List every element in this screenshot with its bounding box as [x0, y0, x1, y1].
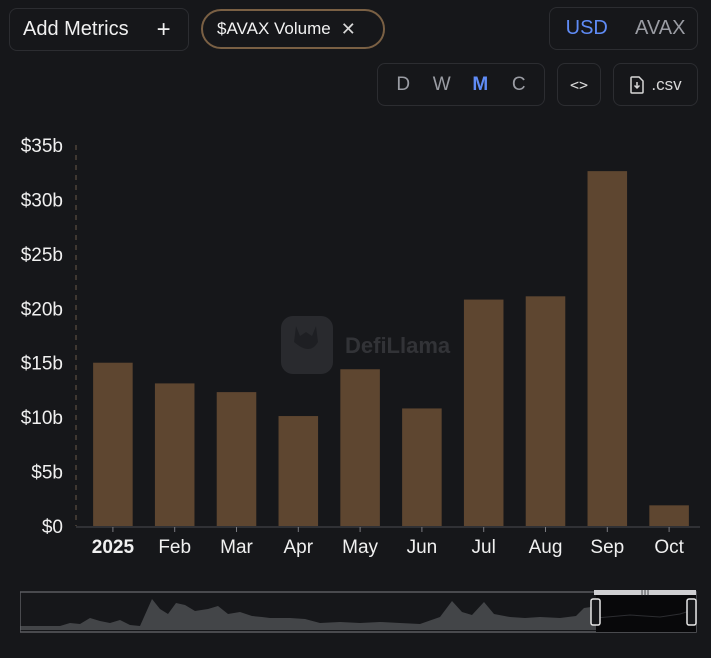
bar-may[interactable] [340, 369, 380, 526]
download-icon [630, 75, 645, 94]
svg-text:|||: ||| [640, 590, 649, 597]
watermark-text: DefiLlama [345, 333, 451, 358]
embed-button[interactable]: <> [557, 63, 601, 106]
x-tick-label: May [342, 537, 378, 558]
close-icon[interactable]: ✕ [340, 18, 356, 39]
brush-handle-left[interactable] [590, 598, 601, 626]
y-tick-label: $35b [21, 136, 63, 157]
x-tick-label: 2025 [92, 537, 135, 558]
y-tick-label: $20b [21, 299, 63, 320]
add-metrics-label: Add Metrics [23, 18, 129, 40]
x-tick-label: Mar [220, 537, 253, 558]
interval-option-cumulative[interactable]: C [511, 73, 526, 95]
x-tick-label: Aug [529, 537, 563, 558]
x-tick-label: Oct [654, 537, 684, 558]
currency-option-avax[interactable]: AVAX [635, 17, 686, 39]
y-tick-label: $0 [42, 517, 63, 538]
brush-grip[interactable] [594, 590, 696, 595]
metric-chip-avax-volume[interactable]: $AVAX Volume ✕ [201, 9, 385, 49]
interval-toggle: D W M C [377, 63, 545, 106]
metric-chip-label: $AVAX Volume [217, 19, 331, 38]
x-tick-label: Sep [590, 537, 624, 558]
plus-icon: + [156, 15, 171, 43]
add-metrics-button[interactable]: Add Metrics + [9, 8, 189, 51]
brush-sparkline [20, 599, 598, 630]
bar-apr[interactable] [278, 416, 319, 526]
y-tick-label: $25b [21, 245, 63, 266]
csv-label: .csv [651, 74, 682, 94]
currency-option-usd[interactable]: USD [565, 17, 608, 39]
bar-oct[interactable] [649, 505, 689, 526]
y-tick-label: $10b [21, 408, 63, 429]
bar-sep[interactable] [587, 171, 628, 526]
y-tick-label: $30b [21, 190, 63, 211]
bar-mar[interactable] [216, 392, 257, 526]
x-tick-label: Jul [472, 537, 496, 558]
bar-feb[interactable] [154, 383, 195, 526]
currency-toggle: USD AVAX [549, 7, 698, 50]
bar-jul[interactable] [463, 299, 504, 526]
csv-download-button[interactable]: .csv [613, 63, 698, 106]
y-tick-label: $5b [31, 463, 63, 484]
bar-aug[interactable] [525, 296, 566, 526]
x-tick-label: Feb [158, 537, 191, 558]
time-range-brush[interactable]: ||| [20, 590, 698, 634]
brush-selection[interactable] [596, 592, 696, 632]
interval-option-weekly[interactable]: W [432, 73, 451, 95]
interval-option-daily[interactable]: D [396, 73, 411, 95]
defillama-watermark: DefiLlama [281, 316, 451, 374]
code-icon: <> [569, 75, 589, 94]
bar-2025[interactable] [93, 362, 133, 526]
x-tick-label: Apr [284, 537, 314, 558]
bar-chart: DefiLlama $0$5b$10b$15b$20b$25b$30b$35b … [21, 136, 700, 558]
brush-handle-right[interactable] [686, 598, 697, 626]
bar-jun[interactable] [402, 408, 442, 526]
interval-option-monthly[interactable]: M [472, 73, 489, 95]
x-tick-label: Jun [407, 537, 438, 558]
y-tick-label: $15b [21, 354, 63, 375]
